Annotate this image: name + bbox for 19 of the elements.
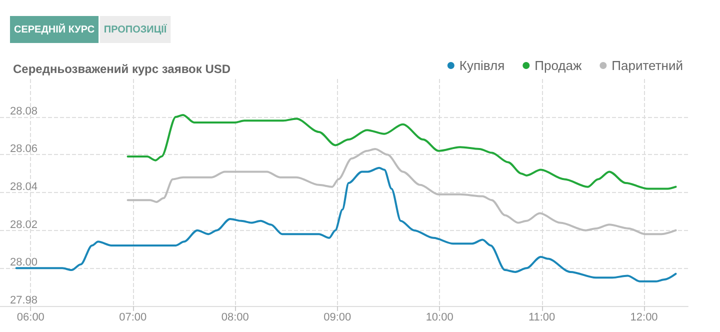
x-tick-label: 08:00 — [221, 312, 249, 324]
y-tick-label: 28.06 — [10, 143, 38, 156]
legend-label: Паритетний — [612, 58, 684, 73]
x-tick-label: 09:00 — [324, 312, 352, 324]
y-tick-label: 28.02 — [10, 218, 38, 231]
y-tick-label: 28.08 — [10, 105, 38, 118]
y-tick-label: 27.98 — [10, 294, 38, 306]
x-tick-label: 10:00 — [426, 312, 454, 324]
x-tick-label: 12:00 — [630, 312, 658, 324]
text: ПРОПОЗИЦІЇ — [104, 24, 167, 36]
x-tick-label: 07:00 — [119, 312, 147, 324]
x-tick-label: 11:00 — [528, 312, 556, 324]
y-tick-label: 28.04 — [10, 181, 38, 193]
legend-label: Купівля — [459, 58, 505, 73]
legend-label: Продаж — [534, 58, 582, 73]
y-tick-label: 28.00 — [10, 256, 38, 269]
x-tick-label: 06:00 — [16, 312, 44, 324]
chart-title: Середньозважений курс заявок USD — [13, 62, 231, 76]
text: СЕРЕДНІЙ КУРС — [14, 22, 95, 36]
